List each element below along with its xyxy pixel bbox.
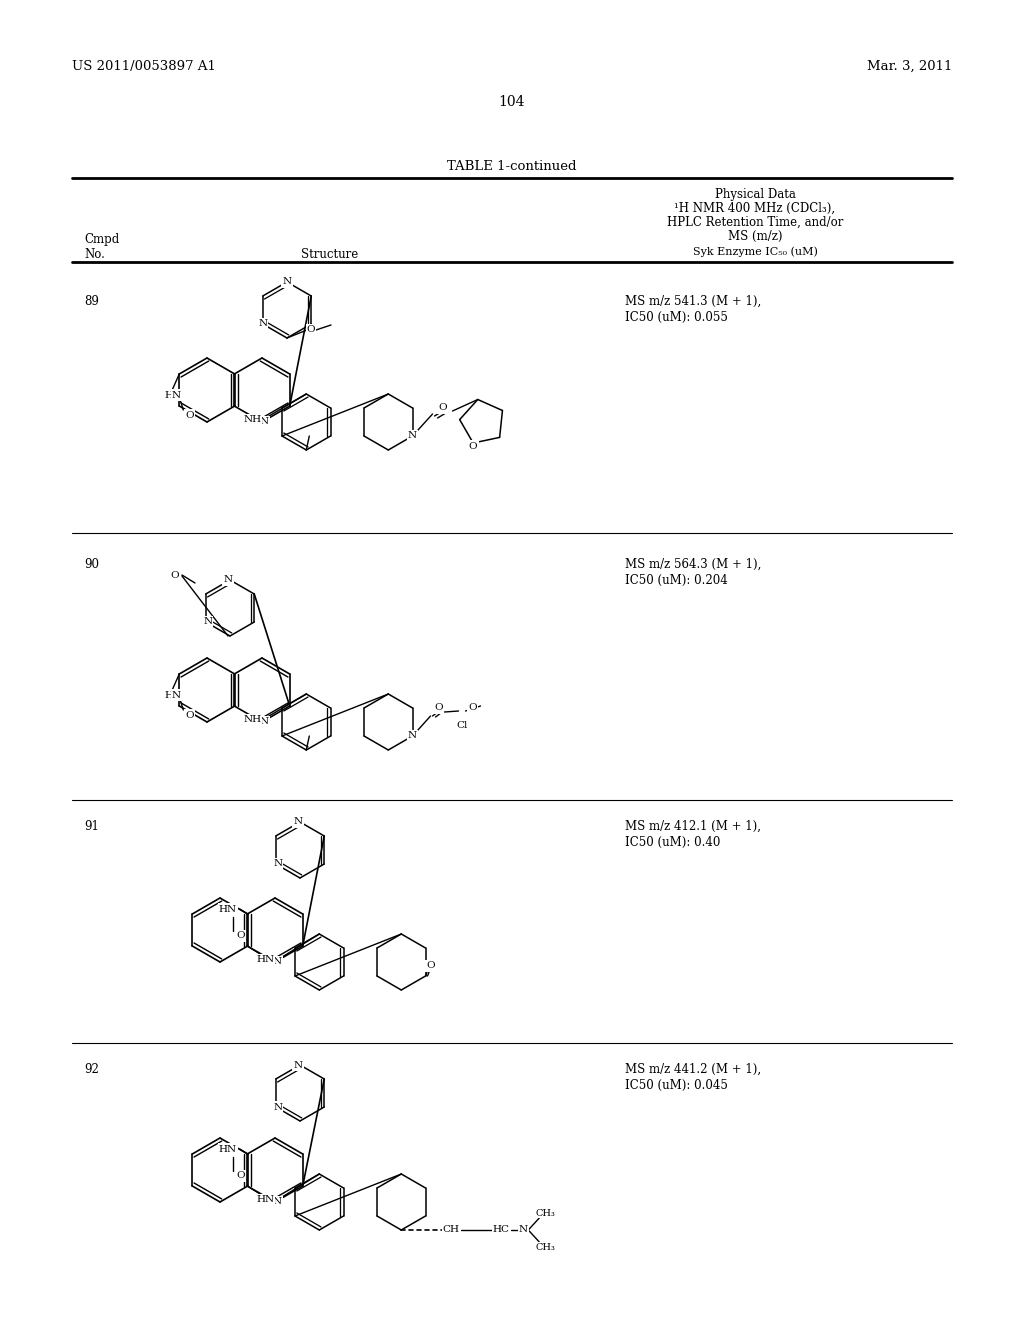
Text: O: O xyxy=(237,932,245,940)
Text: O: O xyxy=(438,404,446,412)
Text: O: O xyxy=(306,326,315,334)
Text: IC50 (uM): 0.045: IC50 (uM): 0.045 xyxy=(625,1078,728,1092)
Text: H: H xyxy=(165,392,174,400)
Text: N: N xyxy=(259,718,268,726)
Text: O: O xyxy=(237,1172,245,1180)
Text: O: O xyxy=(434,704,442,713)
Text: N: N xyxy=(272,1197,282,1206)
Text: HN: HN xyxy=(219,904,237,913)
Text: N: N xyxy=(273,859,283,869)
Text: Cmpd: Cmpd xyxy=(84,234,119,246)
Text: O: O xyxy=(171,570,179,579)
Text: N: N xyxy=(203,618,212,627)
Text: N: N xyxy=(172,391,181,400)
Text: Syk Enzyme IC₅₀ (uM): Syk Enzyme IC₅₀ (uM) xyxy=(692,246,817,256)
Text: O: O xyxy=(426,961,435,970)
Text: N: N xyxy=(283,277,292,286)
Text: N: N xyxy=(258,319,267,329)
Text: 90: 90 xyxy=(84,558,99,572)
Text: Mar. 3, 2011: Mar. 3, 2011 xyxy=(866,59,952,73)
Text: N: N xyxy=(223,576,232,585)
Text: 104: 104 xyxy=(499,95,525,110)
Text: N: N xyxy=(408,432,417,441)
Text: NH: NH xyxy=(244,416,261,425)
Text: HPLC Retention Time, and/or: HPLC Retention Time, and/or xyxy=(667,216,843,228)
Text: MS (m/z): MS (m/z) xyxy=(728,230,782,243)
Text: ¹H NMR 400 MHz (CDCl₃),: ¹H NMR 400 MHz (CDCl₃), xyxy=(675,202,836,215)
Text: HC: HC xyxy=(493,1225,510,1234)
Text: O: O xyxy=(185,710,194,719)
Text: N: N xyxy=(273,1102,283,1111)
Text: CH₃: CH₃ xyxy=(536,1242,555,1251)
Text: N: N xyxy=(272,957,282,966)
Text: HN: HN xyxy=(219,1144,237,1154)
Text: O: O xyxy=(468,704,477,713)
Text: H: H xyxy=(165,692,174,701)
Text: MS m/z 412.1 (M + 1),: MS m/z 412.1 (M + 1), xyxy=(625,820,761,833)
Text: IC50 (uM): 0.204: IC50 (uM): 0.204 xyxy=(625,574,728,587)
Text: N: N xyxy=(294,1060,302,1069)
Text: CH₃: CH₃ xyxy=(536,1209,555,1217)
Text: N: N xyxy=(294,817,302,826)
Text: 89: 89 xyxy=(84,294,99,308)
Text: O: O xyxy=(185,411,194,420)
Text: IC50 (uM): 0.40: IC50 (uM): 0.40 xyxy=(625,836,720,849)
Text: MS m/z 541.3 (M + 1),: MS m/z 541.3 (M + 1), xyxy=(625,294,761,308)
Text: Physical Data: Physical Data xyxy=(715,187,796,201)
Text: MS m/z 441.2 (M + 1),: MS m/z 441.2 (M + 1), xyxy=(625,1063,761,1076)
Text: Structure: Structure xyxy=(301,248,358,261)
Text: HN: HN xyxy=(256,956,274,965)
Text: HN: HN xyxy=(256,1196,274,1204)
Text: Cl: Cl xyxy=(457,721,468,730)
Text: N: N xyxy=(172,690,181,700)
Text: MS m/z 564.3 (M + 1),: MS m/z 564.3 (M + 1), xyxy=(625,558,762,572)
Text: 91: 91 xyxy=(84,820,99,833)
Text: 92: 92 xyxy=(84,1063,99,1076)
Text: IC50 (uM): 0.055: IC50 (uM): 0.055 xyxy=(625,312,728,323)
Text: No.: No. xyxy=(84,248,104,261)
Text: O: O xyxy=(469,441,477,450)
Text: N: N xyxy=(519,1225,527,1234)
Text: NH: NH xyxy=(244,715,261,725)
Text: TABLE 1-continued: TABLE 1-continued xyxy=(447,160,577,173)
Text: N: N xyxy=(259,417,268,426)
Text: N: N xyxy=(408,731,417,741)
Text: US 2011/0053897 A1: US 2011/0053897 A1 xyxy=(72,59,216,73)
Text: CH: CH xyxy=(442,1225,460,1234)
